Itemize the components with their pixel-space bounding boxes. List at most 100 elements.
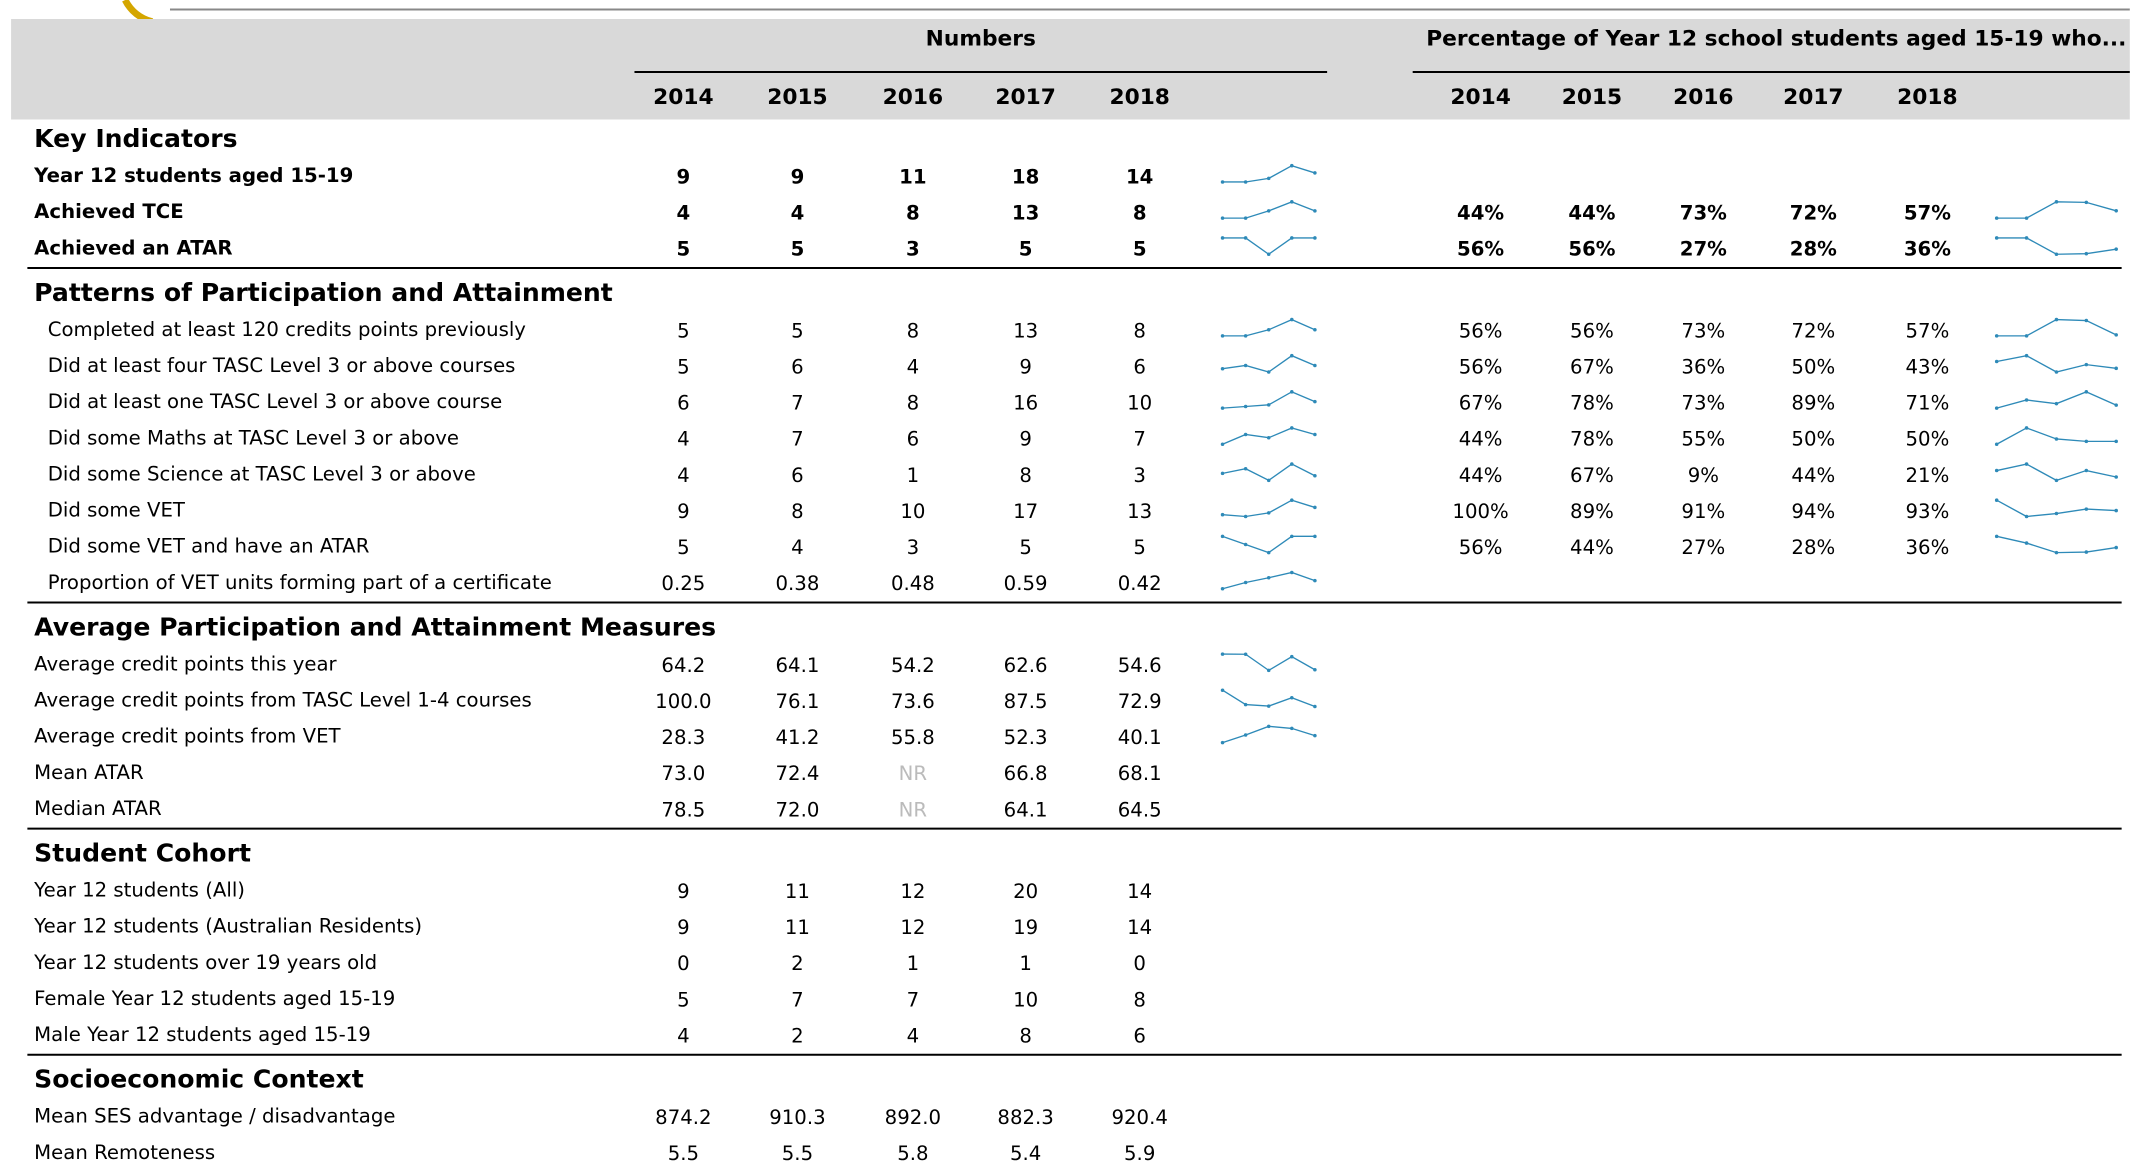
- spark-point: [1313, 578, 1317, 583]
- row-label: Average credit points this year: [34, 652, 337, 675]
- sparkline: [1222, 571, 1316, 590]
- spark-point: [2084, 200, 2089, 205]
- spark-point: [1220, 180, 1225, 184]
- number-cell: 10: [1013, 988, 1038, 1011]
- row-label: Completed at least 120 credits points pr…: [48, 318, 527, 341]
- year-header: 2015: [767, 85, 827, 110]
- number-cell: 10: [1127, 392, 1152, 415]
- number-cell: 8: [1133, 988, 1146, 1011]
- spark-point: [2114, 366, 2118, 371]
- percentage-cell: 67%: [1459, 392, 1503, 415]
- percentage-cell: 27%: [1680, 238, 1727, 261]
- number-cell: 10: [900, 500, 925, 523]
- year-header: 2015: [1562, 85, 1622, 110]
- spark-point: [1290, 426, 1294, 430]
- percentage-cell: 72%: [1790, 202, 1837, 225]
- row-label: Year 12 students (All): [33, 879, 245, 902]
- row-label: Mean SES advantage / disadvantage: [34, 1105, 395, 1128]
- spark-point: [1266, 575, 1271, 580]
- spark-point: [1243, 363, 1248, 368]
- spark-point: [1220, 471, 1225, 476]
- number-cell: 2: [791, 1024, 804, 1047]
- spark-point: [2084, 468, 2089, 473]
- number-cell: 55.8: [891, 726, 935, 749]
- spark-point: [1290, 163, 1294, 168]
- number-cell: 11: [785, 916, 810, 939]
- spark-point: [1243, 236, 1248, 240]
- numbers-title: Numbers: [926, 26, 1036, 51]
- spark-point: [1994, 468, 1999, 473]
- spark-point: [1290, 654, 1294, 659]
- number-cell: 41.2: [776, 726, 820, 749]
- percentage-cell: 44%: [1570, 536, 1614, 559]
- sparkline: [1996, 535, 2117, 554]
- number-cell: 5: [1133, 238, 1147, 261]
- percentage-cell: 100%: [1452, 500, 1508, 523]
- number-cell: 66.8: [1004, 762, 1048, 785]
- number-cell: 9: [791, 165, 805, 188]
- row-label: Female Year 12 students aged 15-19: [34, 987, 395, 1010]
- spark-point: [1220, 586, 1225, 591]
- number-cell: 72.4: [776, 762, 820, 785]
- number-cell: 5.8: [897, 1142, 928, 1165]
- number-cell: 62.6: [1004, 654, 1048, 677]
- number-cell: 54.6: [1118, 654, 1162, 677]
- number-cell: 64.1: [1004, 798, 1048, 821]
- sparkline: [1222, 535, 1315, 554]
- number-cell: 8: [907, 392, 920, 415]
- spark-point: [2024, 236, 2029, 240]
- spark-point: [1220, 216, 1225, 220]
- number-cell: 54.2: [891, 654, 935, 677]
- number-cell: 3: [906, 238, 920, 261]
- number-cell: 5: [677, 536, 690, 559]
- row-label: Did some Maths at TASC Level 3 or above: [48, 426, 459, 449]
- spark-point: [1313, 473, 1317, 478]
- spark-point: [1313, 432, 1317, 437]
- percentage-cell: 27%: [1681, 536, 1725, 559]
- spark-point: [2024, 541, 2029, 545]
- spark-point: [2054, 252, 2059, 257]
- spark-point: [1220, 366, 1225, 371]
- year-header: 2016: [883, 85, 943, 110]
- number-cell: 16: [1013, 392, 1038, 415]
- spark-point: [1290, 534, 1294, 539]
- row-label: Year 12 students (Australian Residents): [33, 915, 422, 938]
- number-cell: 7: [791, 428, 804, 451]
- number-cell: 0.38: [776, 572, 820, 595]
- spark-point: [2024, 334, 2029, 338]
- number-cell: 1: [907, 952, 920, 975]
- spark-point: [1994, 359, 1999, 364]
- spark-point: [1313, 505, 1317, 510]
- sparkline: [1996, 391, 2117, 409]
- number-cell: 64.5: [1118, 798, 1162, 821]
- row-label: Year 12 students over 19 years old: [33, 951, 377, 974]
- sparkline: [1996, 427, 2117, 445]
- number-cell: 0: [1133, 952, 1146, 975]
- year-header: 2017: [995, 85, 1055, 110]
- spark-point: [2084, 507, 2089, 511]
- percentage-cell: 73%: [1681, 392, 1725, 415]
- spark-point: [2114, 475, 2118, 479]
- spark-point: [1243, 702, 1248, 707]
- section-title: Average Participation and Attainment Mea…: [34, 612, 716, 641]
- row-label: Average credit points from VET: [34, 725, 341, 748]
- spark-point: [2114, 545, 2118, 550]
- number-cell: 6: [1133, 1024, 1146, 1047]
- percentage-cell: 36%: [1906, 536, 1950, 559]
- number-cell: 9: [677, 165, 691, 188]
- percentage-cell: 28%: [1790, 238, 1837, 261]
- sparkline: [1222, 463, 1316, 482]
- percentage-cell: 9%: [1688, 464, 1719, 487]
- percentage-cell: 50%: [1906, 428, 1950, 451]
- number-cell: 874.2: [655, 1106, 711, 1129]
- percentage-cell: 56%: [1568, 238, 1615, 261]
- percentage-cell: 72%: [1791, 319, 1835, 342]
- number-cell: 4: [791, 202, 805, 225]
- number-cell: 8: [1133, 202, 1147, 225]
- spark-point: [1313, 733, 1317, 738]
- number-cell: 6: [1133, 355, 1146, 378]
- spark-point: [2114, 333, 2118, 337]
- number-cell: 13: [1127, 500, 1152, 523]
- percentage-cell: 55%: [1681, 428, 1725, 451]
- percentage-cell: 44%: [1459, 464, 1503, 487]
